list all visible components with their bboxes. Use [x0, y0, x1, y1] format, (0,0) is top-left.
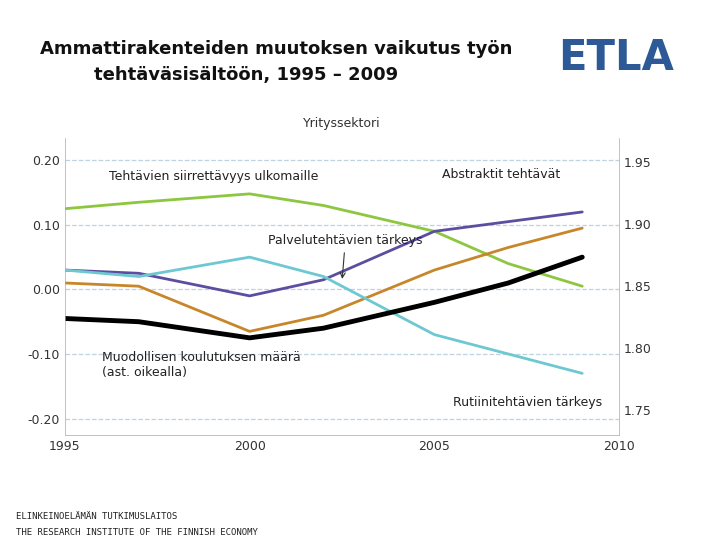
Text: Abstraktit tehtävät: Abstraktit tehtävät: [442, 168, 560, 181]
Text: tehtäväsisältöön, 1995 – 2009: tehtäväsisältöön, 1995 – 2009: [94, 66, 397, 84]
Text: THE RESEARCH INSTITUTE OF THE FINNISH ECONOMY: THE RESEARCH INSTITUTE OF THE FINNISH EC…: [16, 528, 258, 537]
Text: ELINKEINOELÄMÄN TUTKIMUSLAITOS: ELINKEINOELÄMÄN TUTKIMUSLAITOS: [16, 512, 177, 522]
Text: Rutiinitehtävien tärkeys: Rutiinitehtävien tärkeys: [453, 396, 602, 409]
Text: Tehtävien siirrettävyys ulkomaille: Tehtävien siirrettävyys ulkomaille: [109, 170, 318, 183]
Text: ETLA: ETLA: [558, 37, 673, 79]
Text: Ammattirakenteiden muutoksen vaikutus työn: Ammattirakenteiden muutoksen vaikutus ty…: [40, 40, 512, 58]
Text: Muodollisen koulutuksen määrä
(ast. oikealla): Muodollisen koulutuksen määrä (ast. oike…: [102, 351, 300, 379]
Text: Yrityssektori: Yrityssektori: [303, 117, 381, 130]
Text: Palvelutehtävien tärkeys: Palvelutehtävien tärkeys: [268, 234, 423, 278]
